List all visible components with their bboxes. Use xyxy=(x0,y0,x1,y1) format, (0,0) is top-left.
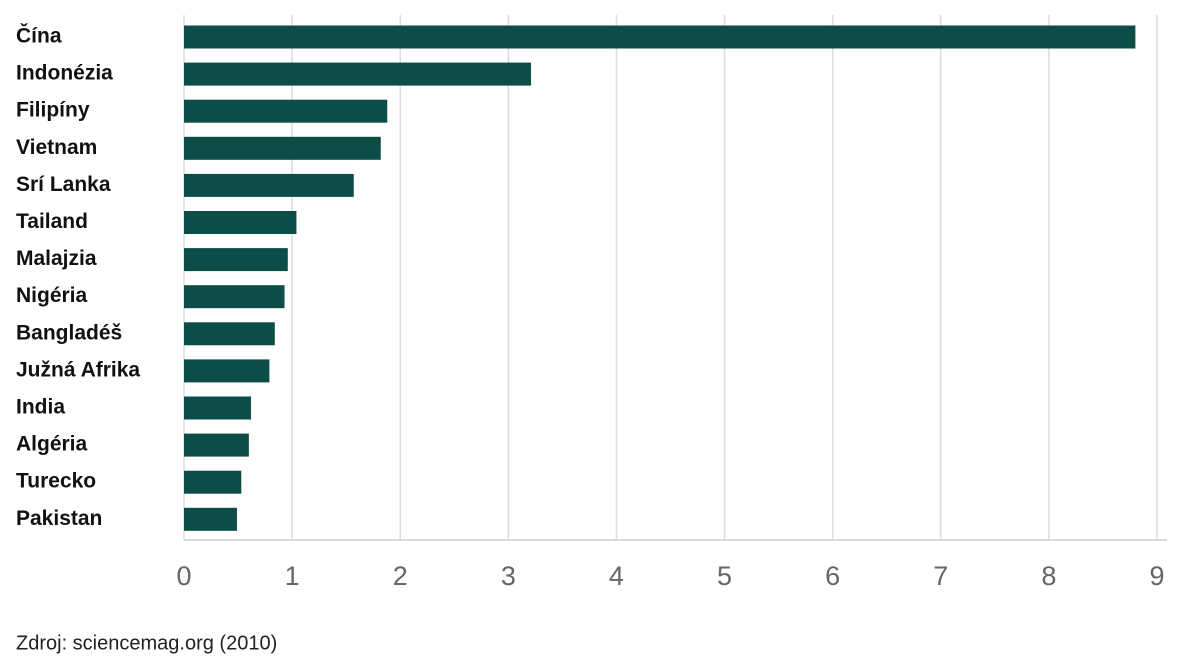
x-tick-label: 6 xyxy=(825,561,840,591)
x-tick-label: 9 xyxy=(1149,561,1164,591)
y-tick-label: Čína xyxy=(16,24,62,48)
source-note: Zdroj: sciencemag.org (2010) xyxy=(16,632,277,654)
y-tick-label: Algéria xyxy=(16,433,88,456)
bar xyxy=(184,136,381,160)
y-tick-label: Južná Afrika xyxy=(16,358,140,381)
bar xyxy=(184,507,237,531)
bar xyxy=(184,99,388,123)
bar xyxy=(184,285,285,309)
bar xyxy=(184,470,242,494)
y-tick-label: Nigéria xyxy=(16,284,88,307)
bar xyxy=(184,433,249,457)
bar xyxy=(184,62,532,86)
bar xyxy=(184,211,297,234)
bar xyxy=(184,322,275,346)
y-tick-label: Bangladéš xyxy=(16,321,122,344)
y-tick-label: Malajzia xyxy=(16,247,97,270)
bar xyxy=(184,25,1136,49)
x-tick-label: 8 xyxy=(1041,561,1056,591)
y-tick-label: Tailand xyxy=(16,210,88,233)
x-tick-label: 4 xyxy=(609,561,624,591)
y-tick-label: India xyxy=(16,396,65,419)
bar xyxy=(184,248,288,272)
y-tick-label: Turecko xyxy=(16,470,96,493)
y-tick-label: Vietnam xyxy=(16,136,97,159)
y-tick-label: Pakistan xyxy=(16,507,102,530)
y-tick-label: Srí Lanka xyxy=(16,173,111,196)
y-tick-label: Filipíny xyxy=(16,99,90,122)
x-tick-label: 3 xyxy=(501,561,516,591)
x-tick-label: 0 xyxy=(176,561,191,591)
x-tick-label: 7 xyxy=(933,561,948,591)
x-tick-label: 5 xyxy=(717,561,732,591)
bar xyxy=(184,359,270,383)
x-tick-label: 2 xyxy=(393,561,408,591)
y-tick-label: Indonézia xyxy=(16,62,113,85)
x-tick-label: 1 xyxy=(285,561,300,591)
bar xyxy=(184,173,354,197)
bar xyxy=(184,396,252,420)
